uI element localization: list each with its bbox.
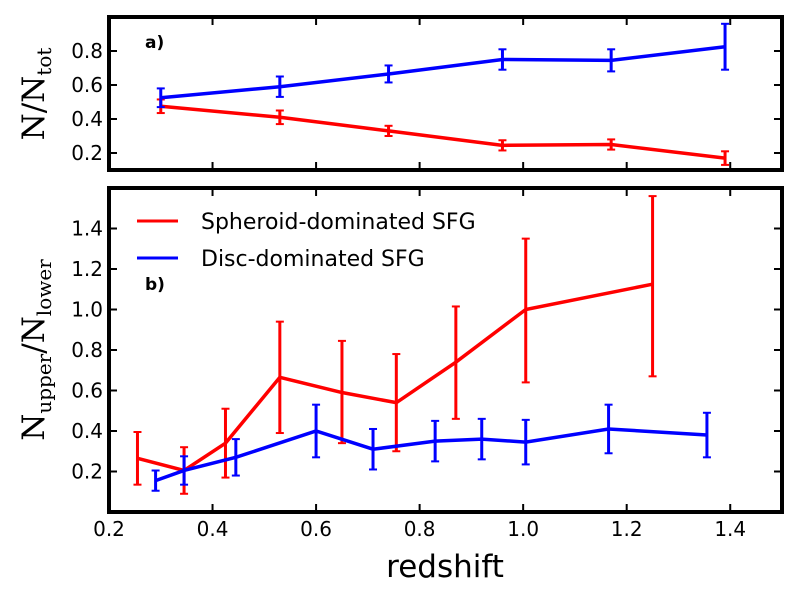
panel-a-ylabel-sub: tot — [32, 48, 56, 76]
x-tick-label: 0.6 — [300, 517, 332, 541]
legend-label-disc: Disc-dominated SFG — [201, 247, 425, 272]
panel-b-y-tick-label: 0.2 — [71, 460, 103, 484]
panel-b-y-tick-label: 0.8 — [71, 338, 103, 362]
panel-b-ylabel: Nupper/Nlower — [16, 259, 56, 441]
panel-b-y-tick-label: 1.4 — [71, 217, 103, 241]
panel-a-ylabel-main: N/N — [16, 76, 52, 141]
panel-b-frame — [107, 186, 784, 514]
legend: Spheroid-dominated SFG Disc-dominated SF… — [137, 210, 476, 272]
panel-b-ylabel-mid: /N — [16, 316, 52, 354]
x-tick-label: 0.4 — [197, 517, 229, 541]
x-tick-label: 1.0 — [507, 517, 539, 541]
panel-a-y-tick-label: 0.6 — [71, 73, 103, 97]
panel-a-series-blue-line — [160, 45, 726, 100]
panel-b: 0.2 0.4 0.6 0.8 1.0 1.2 1.4 0.2 0.4 0.6 0.8 1.0 1.2 1… — [16, 186, 784, 585]
panel-a-label: a) — [145, 33, 164, 53]
panel-a-frame — [107, 15, 784, 172]
panel-a-y-tick-label: 0.4 — [71, 107, 103, 131]
panel-b-y-tick-label: 0.4 — [71, 419, 103, 443]
panel-b-ticks: 0.2 0.4 0.6 0.8 1.0 1.2 1.4 0.2 0.4 0.6 0.8 1.0 1.2 1… — [71, 188, 782, 541]
panel-b-ylabel-sub2: lower — [32, 259, 56, 316]
panel-b-series — [133, 195, 711, 495]
panel-b-y-tick-label: 0.6 — [71, 379, 103, 403]
x-tick-label: 0.2 — [93, 517, 125, 541]
panel-b-series-blue-line — [155, 427, 708, 483]
panel-a: 0.2 0.4 0.6 0.8 a) N/Ntot — [16, 15, 784, 172]
panel-a-y-tick-label: 0.2 — [71, 141, 103, 165]
panel-b-label: b) — [145, 275, 165, 295]
x-tick-label: 0.8 — [404, 517, 436, 541]
panel-a-series-red-line — [160, 104, 726, 160]
legend-label-spheroid: Spheroid-dominated SFG — [201, 210, 476, 235]
panel-b-y-tick-label: 1.0 — [71, 298, 103, 322]
panel-b-y-tick-label: 1.2 — [71, 257, 103, 281]
panel-a-series — [156, 22, 730, 166]
x-axis-label: redshift — [386, 549, 504, 585]
panel-a-ylabel: N/Ntot — [16, 48, 56, 141]
x-tick-label: 1.2 — [611, 517, 643, 541]
panel-b-ylabel-sub1: upper — [32, 353, 56, 413]
panel-a-y-tick-label: 0.8 — [71, 39, 103, 63]
x-tick-label: 1.4 — [714, 517, 746, 541]
panel-b-ylabel-main: N — [16, 414, 52, 441]
panel-a-ticks: 0.2 0.4 0.6 0.8 — [71, 17, 782, 170]
